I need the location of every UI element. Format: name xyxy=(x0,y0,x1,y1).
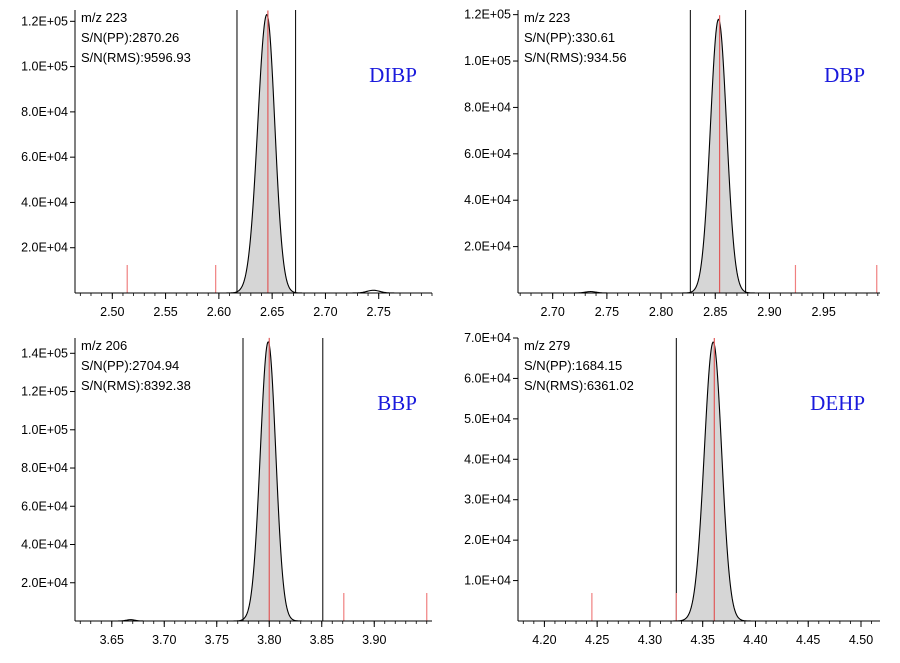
info-line-3: S/N(RMS):8392.38 xyxy=(81,378,191,393)
y-tick-label: 4.0E+04 xyxy=(464,193,511,207)
y-tick-label: 1.4E+05 xyxy=(21,346,68,360)
info-line-1: m/z 279 xyxy=(524,338,570,353)
info-line-2: S/N(PP):330.61 xyxy=(524,30,615,45)
y-tick-label: 2.0E+04 xyxy=(21,241,68,255)
x-tick-label: 2.60 xyxy=(207,305,231,319)
y-tick-label: 1.2E+05 xyxy=(464,8,511,22)
y-tick-label: 6.0E+04 xyxy=(464,147,511,161)
y-tick-label: 8.0E+04 xyxy=(464,100,511,114)
x-tick-label: 2.50 xyxy=(100,305,124,319)
compound-label: DBP xyxy=(824,63,865,87)
y-tick-label: 2.0E+04 xyxy=(464,240,511,254)
info-line-1: m/z 206 xyxy=(81,338,127,353)
x-tick-label: 4.35 xyxy=(691,633,715,647)
x-tick-label: 4.40 xyxy=(743,633,767,647)
y-tick-label: 6.0E+04 xyxy=(21,499,68,513)
y-tick-label: 1.0E+05 xyxy=(21,60,68,74)
x-tick-label: 3.85 xyxy=(310,633,334,647)
x-tick-label: 2.55 xyxy=(153,305,177,319)
x-tick-label: 3.70 xyxy=(152,633,176,647)
peak-area-bbp xyxy=(235,341,300,621)
y-tick-label: 1.0E+05 xyxy=(464,54,511,68)
x-tick-label: 3.65 xyxy=(100,633,124,647)
y-tick-label: 1.0E+05 xyxy=(21,423,68,437)
y-tick-label: 1.2E+05 xyxy=(21,14,68,28)
info-line-3: S/N(RMS):9596.93 xyxy=(81,50,191,65)
y-tick-label: 1.2E+05 xyxy=(21,385,68,399)
info-line-3: S/N(RMS):934.56 xyxy=(524,50,627,65)
y-tick-label: 4.0E+04 xyxy=(21,195,68,209)
x-tick-label: 2.75 xyxy=(367,305,391,319)
peak-area-dbp xyxy=(684,19,753,294)
x-tick-label: 2.75 xyxy=(595,305,619,319)
chart-panel-bbp: 3.65 3.70 3.75 3.80 3.85 3.90 2.0E+04 4.0E+04 6.… xyxy=(21,337,432,647)
info-line-1: m/z 223 xyxy=(524,10,570,25)
x-tick-label: 3.75 xyxy=(205,633,229,647)
y-tick-label: 2.0E+04 xyxy=(21,576,68,590)
x-tick-label: 2.70 xyxy=(313,305,337,319)
y-tick-label: 4.0E+04 xyxy=(464,452,511,466)
x-tick-label: 4.20 xyxy=(532,633,556,647)
y-tick-label: 6.0E+04 xyxy=(21,150,68,164)
y-tick-label: 2.0E+04 xyxy=(464,533,511,547)
chart-panel-dibp: 2.50 2.55 2.60 2.65 2.70 2.75 2.0E+04 4.0E+04 6.… xyxy=(21,10,433,319)
y-tick-label: 8.0E+04 xyxy=(21,105,68,119)
peak-area-dehp xyxy=(675,342,749,621)
info-line-2: S/N(PP):2870.26 xyxy=(81,30,179,45)
peak-area-dibp xyxy=(228,14,301,294)
info-line-3: S/N(RMS):6361.02 xyxy=(524,378,634,393)
y-tick-label: 8.0E+04 xyxy=(21,461,68,475)
x-tick-label: 4.45 xyxy=(796,633,820,647)
x-tick-label: 2.90 xyxy=(757,305,781,319)
chart-panel-dbp: 2.70 2.75 2.80 2.85 2.90 2.95 2.0E+04 4.0E+04 6.… xyxy=(464,8,880,319)
compound-label: DIBP xyxy=(369,63,417,87)
chart-panel-dehp: 4.20 4.25 4.30 4.35 4.40 4.45 4.50 1.0E+04 2.0E+… xyxy=(464,331,880,647)
info-line-1: m/z 223 xyxy=(81,10,127,25)
compound-label: BBP xyxy=(377,391,417,415)
x-tick-label: 4.50 xyxy=(849,633,873,647)
x-tick-label: 2.85 xyxy=(703,305,727,319)
x-tick-label: 4.25 xyxy=(585,633,609,647)
x-tick-label: 2.80 xyxy=(649,305,673,319)
y-tick-label: 6.0E+04 xyxy=(464,371,511,385)
y-tick-label: 1.0E+04 xyxy=(464,574,511,588)
y-tick-label: 3.0E+04 xyxy=(464,493,511,507)
x-tick-label: 2.65 xyxy=(260,305,284,319)
x-tick-label: 2.70 xyxy=(541,305,565,319)
x-tick-label: 3.90 xyxy=(362,633,386,647)
info-line-2: S/N(PP):1684.15 xyxy=(524,358,622,373)
y-tick-label: 7.0E+04 xyxy=(464,331,511,345)
x-tick-label: 4.30 xyxy=(638,633,662,647)
x-tick-label: 2.95 xyxy=(811,305,835,319)
info-line-2: S/N(PP):2704.94 xyxy=(81,358,179,373)
y-tick-label: 4.0E+04 xyxy=(21,538,68,552)
compound-label: DEHP xyxy=(810,391,865,415)
y-tick-label: 5.0E+04 xyxy=(464,412,511,426)
x-tick-label: 3.80 xyxy=(257,633,281,647)
